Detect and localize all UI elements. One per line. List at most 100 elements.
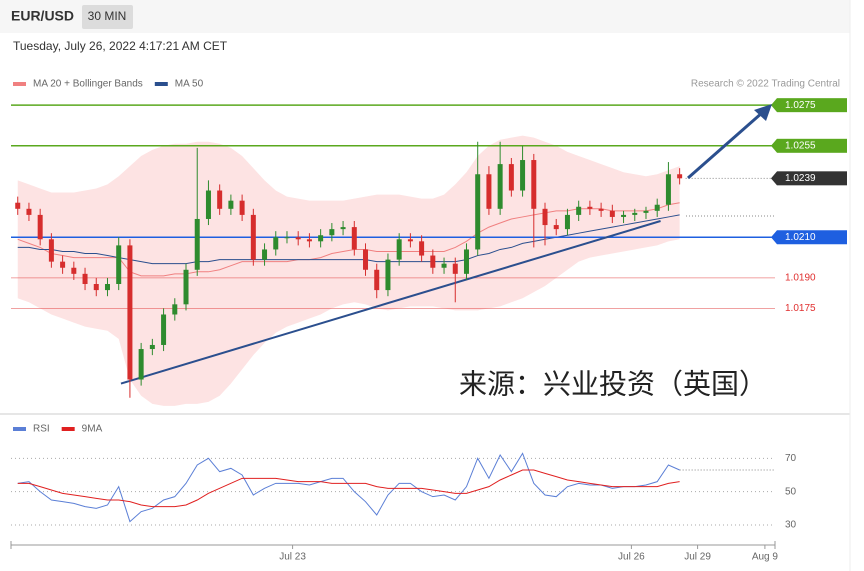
level-pointer: [771, 98, 777, 113]
main-layer: [15, 141, 683, 398]
candle-body: [239, 200, 245, 215]
legend-swatch: [154, 82, 168, 86]
x-tick-label: Jul 23: [279, 552, 306, 563]
bollinger-band: [17, 135, 680, 406]
candle-body: [194, 218, 200, 270]
x-tick-label: Jul 29: [684, 552, 711, 563]
candle-body: [475, 174, 481, 250]
candle-body: [217, 190, 223, 209]
candle-body: [452, 263, 458, 274]
levels-layer: 1.0275 1.0255 1.0239 1.0210 1.0190 1.0175: [11, 98, 847, 314]
candle-body: [542, 208, 548, 226]
candle-body: [531, 160, 537, 209]
legend-swatch: [13, 82, 26, 86]
legend-label: MA 50: [175, 79, 204, 90]
level-pointer: [771, 230, 777, 245]
candle-body: [396, 239, 402, 260]
candle-body: [351, 227, 357, 250]
level-box: [777, 138, 847, 153]
candle-body: [93, 284, 99, 291]
watermark: 来源：兴业投资（英国）: [459, 368, 767, 399]
timeframe-badge: [82, 5, 133, 29]
candle-body: [553, 225, 559, 230]
candle-body: [37, 214, 43, 240]
candle-body: [508, 164, 514, 191]
candle-body: [587, 206, 593, 209]
candle-body: [295, 237, 301, 240]
candle-body: [205, 190, 211, 219]
candle-body: [677, 174, 683, 179]
level-label: 1.0255: [785, 140, 816, 151]
arrow-head: [754, 104, 772, 121]
credit: Research © 2022 Trading Central: [691, 79, 840, 90]
candle-body: [228, 200, 234, 209]
candle-body: [60, 261, 66, 268]
candle-body: [654, 204, 660, 211]
candle-body: [104, 284, 110, 291]
candle-body: [262, 249, 268, 260]
level-box: [777, 230, 847, 245]
candle-body: [463, 249, 469, 274]
candle-body: [564, 214, 570, 230]
x-tick-label: Jul 26: [618, 552, 645, 563]
candle-body: [598, 208, 604, 211]
legend-label: MA 20 + Bollinger Bands: [33, 79, 143, 90]
trendline: [120, 220, 661, 385]
level-pointer: [771, 171, 777, 186]
candle-body: [486, 174, 492, 209]
candle-body: [26, 208, 32, 215]
level-box: [777, 171, 847, 186]
x-tick-label: Aug 9: [752, 552, 779, 563]
chart-title: EUR/USD: [11, 8, 74, 24]
candle-body: [273, 237, 279, 250]
level-label: 1.0190: [785, 273, 816, 284]
candle-body: [576, 206, 582, 215]
candle-body: [665, 174, 671, 205]
candle-body: [385, 259, 391, 291]
candle-body: [520, 160, 526, 191]
rsi-line: [17, 469, 680, 508]
legend-swatch: [61, 427, 75, 431]
candle-body: [127, 245, 133, 380]
y-tick-label: 50: [785, 486, 797, 497]
candle-body: [149, 344, 155, 350]
legend-label: 9MA: [82, 424, 103, 435]
candle-body: [82, 273, 88, 284]
candle-body: [183, 269, 189, 305]
legend-swatch: [13, 427, 26, 431]
candle-body: [172, 304, 178, 315]
level-label: 1.0175: [785, 303, 816, 314]
candle-body: [250, 214, 256, 260]
candle-body: [643, 210, 649, 213]
candle-body: [329, 229, 335, 236]
level-box: [777, 98, 847, 113]
candle-body: [441, 263, 447, 268]
candle-body: [374, 269, 380, 291]
candle-body: [419, 241, 425, 256]
timeframe: 30 MIN: [88, 9, 127, 23]
candle-body: [340, 227, 346, 230]
candle-body: [497, 164, 503, 209]
candle-body: [363, 249, 369, 270]
candle-body: [430, 255, 436, 268]
subtitle: Tuesday, July 26, 2022 4:17:21 AM CET: [13, 39, 228, 53]
y-tick-label: 30: [785, 520, 797, 531]
candle-body: [318, 235, 324, 242]
level-pointer: [771, 138, 777, 153]
level-label: 1.0210: [785, 232, 816, 243]
candle-body: [621, 214, 627, 217]
header-bar: [0, 0, 850, 33]
y-tick-label: 70: [785, 453, 797, 464]
candle-body: [632, 212, 638, 215]
candle-body: [407, 239, 413, 242]
candle-body: [138, 349, 144, 380]
candle-body: [609, 210, 615, 217]
candle-body: [71, 267, 77, 274]
level-label: 1.0275: [785, 100, 816, 111]
candle-body: [161, 314, 167, 345]
rsi-layer: RSI 9MA 30 50 70: [11, 424, 797, 531]
rsi-line: [17, 452, 680, 523]
level-label: 1.0239: [785, 173, 816, 184]
projection-arrow: [687, 110, 764, 180]
